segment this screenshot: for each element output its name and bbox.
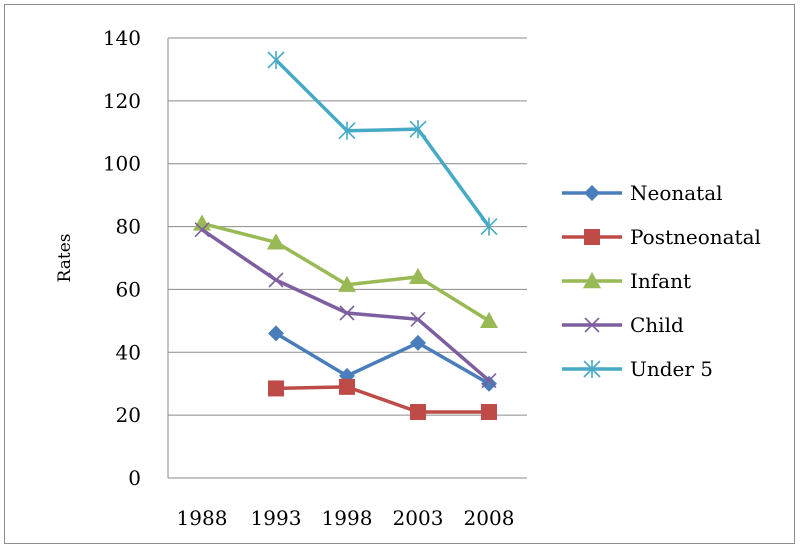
- data-point-child: [481, 373, 497, 389]
- y-axis-title: Rates: [55, 234, 75, 283]
- x-tick-label: 2008: [464, 506, 515, 530]
- x-tick-label: 1998: [322, 506, 373, 530]
- legend-marker-under-5: [583, 360, 601, 378]
- series-line-infant: [201, 221, 490, 323]
- legend-marker-postneonatal: [584, 229, 600, 245]
- data-point-infant: [193, 214, 211, 231]
- data-point-child: [339, 305, 355, 321]
- legend-marker-child: [584, 317, 600, 333]
- chart-frame: [4, 4, 795, 544]
- data-point-postneonatal: [481, 404, 497, 420]
- data-point-neonatal: [410, 334, 426, 351]
- data-point-postneonatal: [268, 380, 284, 397]
- y-tick-label: 20: [116, 403, 141, 427]
- data-point-postneonatal: [410, 404, 426, 420]
- y-tick-label: 0: [128, 466, 141, 490]
- data-point-infant: [480, 311, 498, 329]
- y-tick-label: 40: [116, 340, 141, 364]
- data-point-postneonatal: [339, 378, 355, 395]
- data-point-infant: [267, 233, 285, 250]
- y-tick-label: 80: [116, 215, 141, 239]
- x-tick-label: 2003: [393, 506, 444, 530]
- y-tick-label: 100: [103, 152, 141, 176]
- data-point-under-5: [409, 120, 427, 139]
- y-tick-label: 60: [116, 277, 141, 301]
- series-line-postneonatal: [275, 385, 489, 414]
- data-point-infant: [338, 275, 356, 292]
- legend-label-under-5: Under 5: [630, 357, 713, 381]
- legend-label-postneonatal: Postneonatal: [630, 225, 761, 249]
- y-tick-label: 140: [103, 26, 141, 50]
- x-tick-label: 1988: [177, 506, 228, 530]
- data-point-under-5: [338, 121, 356, 140]
- data-point-neonatal: [268, 325, 284, 342]
- legend-label-neonatal: Neonatal: [630, 181, 723, 205]
- data-point-under-5: [480, 217, 498, 236]
- legend-label-infant: Infant: [630, 269, 691, 293]
- data-point-neonatal: [481, 375, 497, 392]
- legend-label-child: Child: [630, 313, 684, 337]
- data-point-child: [268, 272, 284, 288]
- series-line-neonatal: [275, 331, 490, 386]
- legend-marker-neonatal: [584, 185, 600, 201]
- series-line-under-5: [274, 58, 491, 228]
- x-tick-label: 1993: [251, 506, 302, 530]
- data-point-child: [410, 311, 426, 327]
- data-point-under-5: [267, 51, 285, 69]
- data-point-infant: [409, 267, 427, 285]
- legend-marker-infant: [583, 272, 601, 289]
- data-point-child: [194, 222, 210, 238]
- y-tick-label: 120: [103, 89, 141, 113]
